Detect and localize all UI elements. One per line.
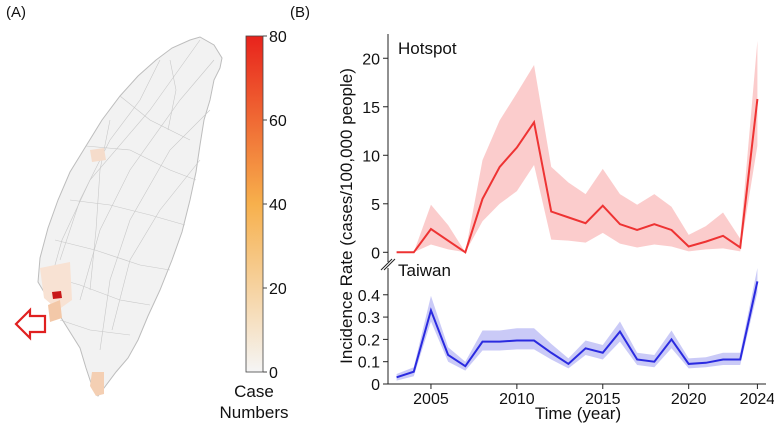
taiwan-island-shape (37, 36, 223, 397)
district-boundary-line (111, 159, 201, 331)
y-tick-label: 0.2 (358, 332, 380, 349)
y-tick-label: 0 (371, 377, 380, 394)
y-tick-label: 20 (362, 51, 380, 68)
colorbar-tick-label: 40 (269, 197, 287, 214)
colorbar-gradient (245, 35, 264, 373)
x-axis-ticks: 2005 2010 2015 2020 2024 (413, 384, 774, 408)
taiwan-series-line (396, 281, 759, 379)
taiwan-ci-band (396, 268, 758, 381)
district-boundary-line (59, 59, 161, 261)
panel-a-label: (A) (6, 4, 26, 21)
colorbar-ticks: 0 20 40 60 80 (263, 29, 287, 382)
district-boundaries (44, 39, 215, 351)
hotspot-ci-band (396, 40, 758, 253)
region-tip (90, 372, 104, 396)
hotspot-chart: 0 5 10 15 20 Hotspot (362, 34, 759, 262)
region-light-south (40, 262, 72, 310)
district-boundary-line (119, 95, 191, 141)
x-tick-label: 2020 (671, 391, 707, 408)
district-boundary-line (69, 199, 186, 226)
colorbar-tick-label: 20 (269, 281, 287, 298)
axis-break-marker (380, 258, 396, 271)
y-tick-label: 0.3 (358, 310, 380, 327)
y-tick-label: 0 (371, 245, 380, 262)
taiwan-map (14, 36, 223, 397)
region-light-central (90, 148, 106, 162)
hotspot-arrow-icon (14, 307, 47, 341)
hotspot-series-line (396, 98, 759, 254)
taiwan-title: Taiwan (398, 261, 451, 280)
axis-break-line-2 (383, 258, 396, 271)
y-tick-label: 0.4 (358, 288, 380, 305)
x-tick-label: 2024 (740, 391, 774, 408)
colorbar-tick-label: 0 (269, 365, 278, 382)
colorbar-tick-label: 80 (269, 29, 287, 46)
y-tick-label: 0.1 (358, 355, 380, 372)
x-tick-label: 2005 (413, 391, 449, 408)
district-boundary-line (54, 239, 171, 271)
colorbar-tick-label: 60 (269, 113, 287, 130)
hotspot-y-ticks: 0 5 10 15 20 (362, 51, 388, 262)
colorbar: 0 20 40 60 80 Case Numbers (220, 29, 289, 422)
x-axis-label: Time (year) (535, 404, 621, 423)
district-boundary-line (59, 319, 131, 336)
panel-a: (A) 0 20 40 60 80 Case Numbers (6, 4, 288, 422)
district-boundary-line (89, 119, 111, 291)
panel-b-label: (B) (290, 4, 310, 21)
y-tick-label: 10 (362, 148, 380, 165)
district-boundary-line (79, 59, 215, 301)
taiwan-y-ticks: 0 0.1 0.2 0.3 0.4 (358, 288, 388, 394)
taiwan-chart: 0 0.1 0.2 0.3 0.4 2005 2010 2015 2020 2024 Taiwa… (358, 261, 774, 423)
axis-break-line-1 (380, 258, 393, 271)
colorbar-title-line1: Case (234, 382, 274, 401)
hotspot-title: Hotspot (398, 39, 457, 58)
x-tick-label: 2015 (585, 391, 621, 408)
district-boundary-line (85, 145, 197, 181)
y-axis-label: Incidence Rate (cases/100,000 people) (337, 68, 356, 364)
region-light-southcoast (48, 300, 62, 322)
y-tick-label: 5 (371, 197, 380, 214)
hotspot-region (52, 291, 62, 299)
district-boundary-line (167, 59, 177, 131)
panel-b: (B) Incidence Rate (cases/100,000 people… (290, 4, 774, 423)
x-tick-label: 2010 (499, 391, 535, 408)
y-tick-label: 15 (362, 100, 380, 117)
colorbar-title-line2: Numbers (220, 403, 289, 422)
